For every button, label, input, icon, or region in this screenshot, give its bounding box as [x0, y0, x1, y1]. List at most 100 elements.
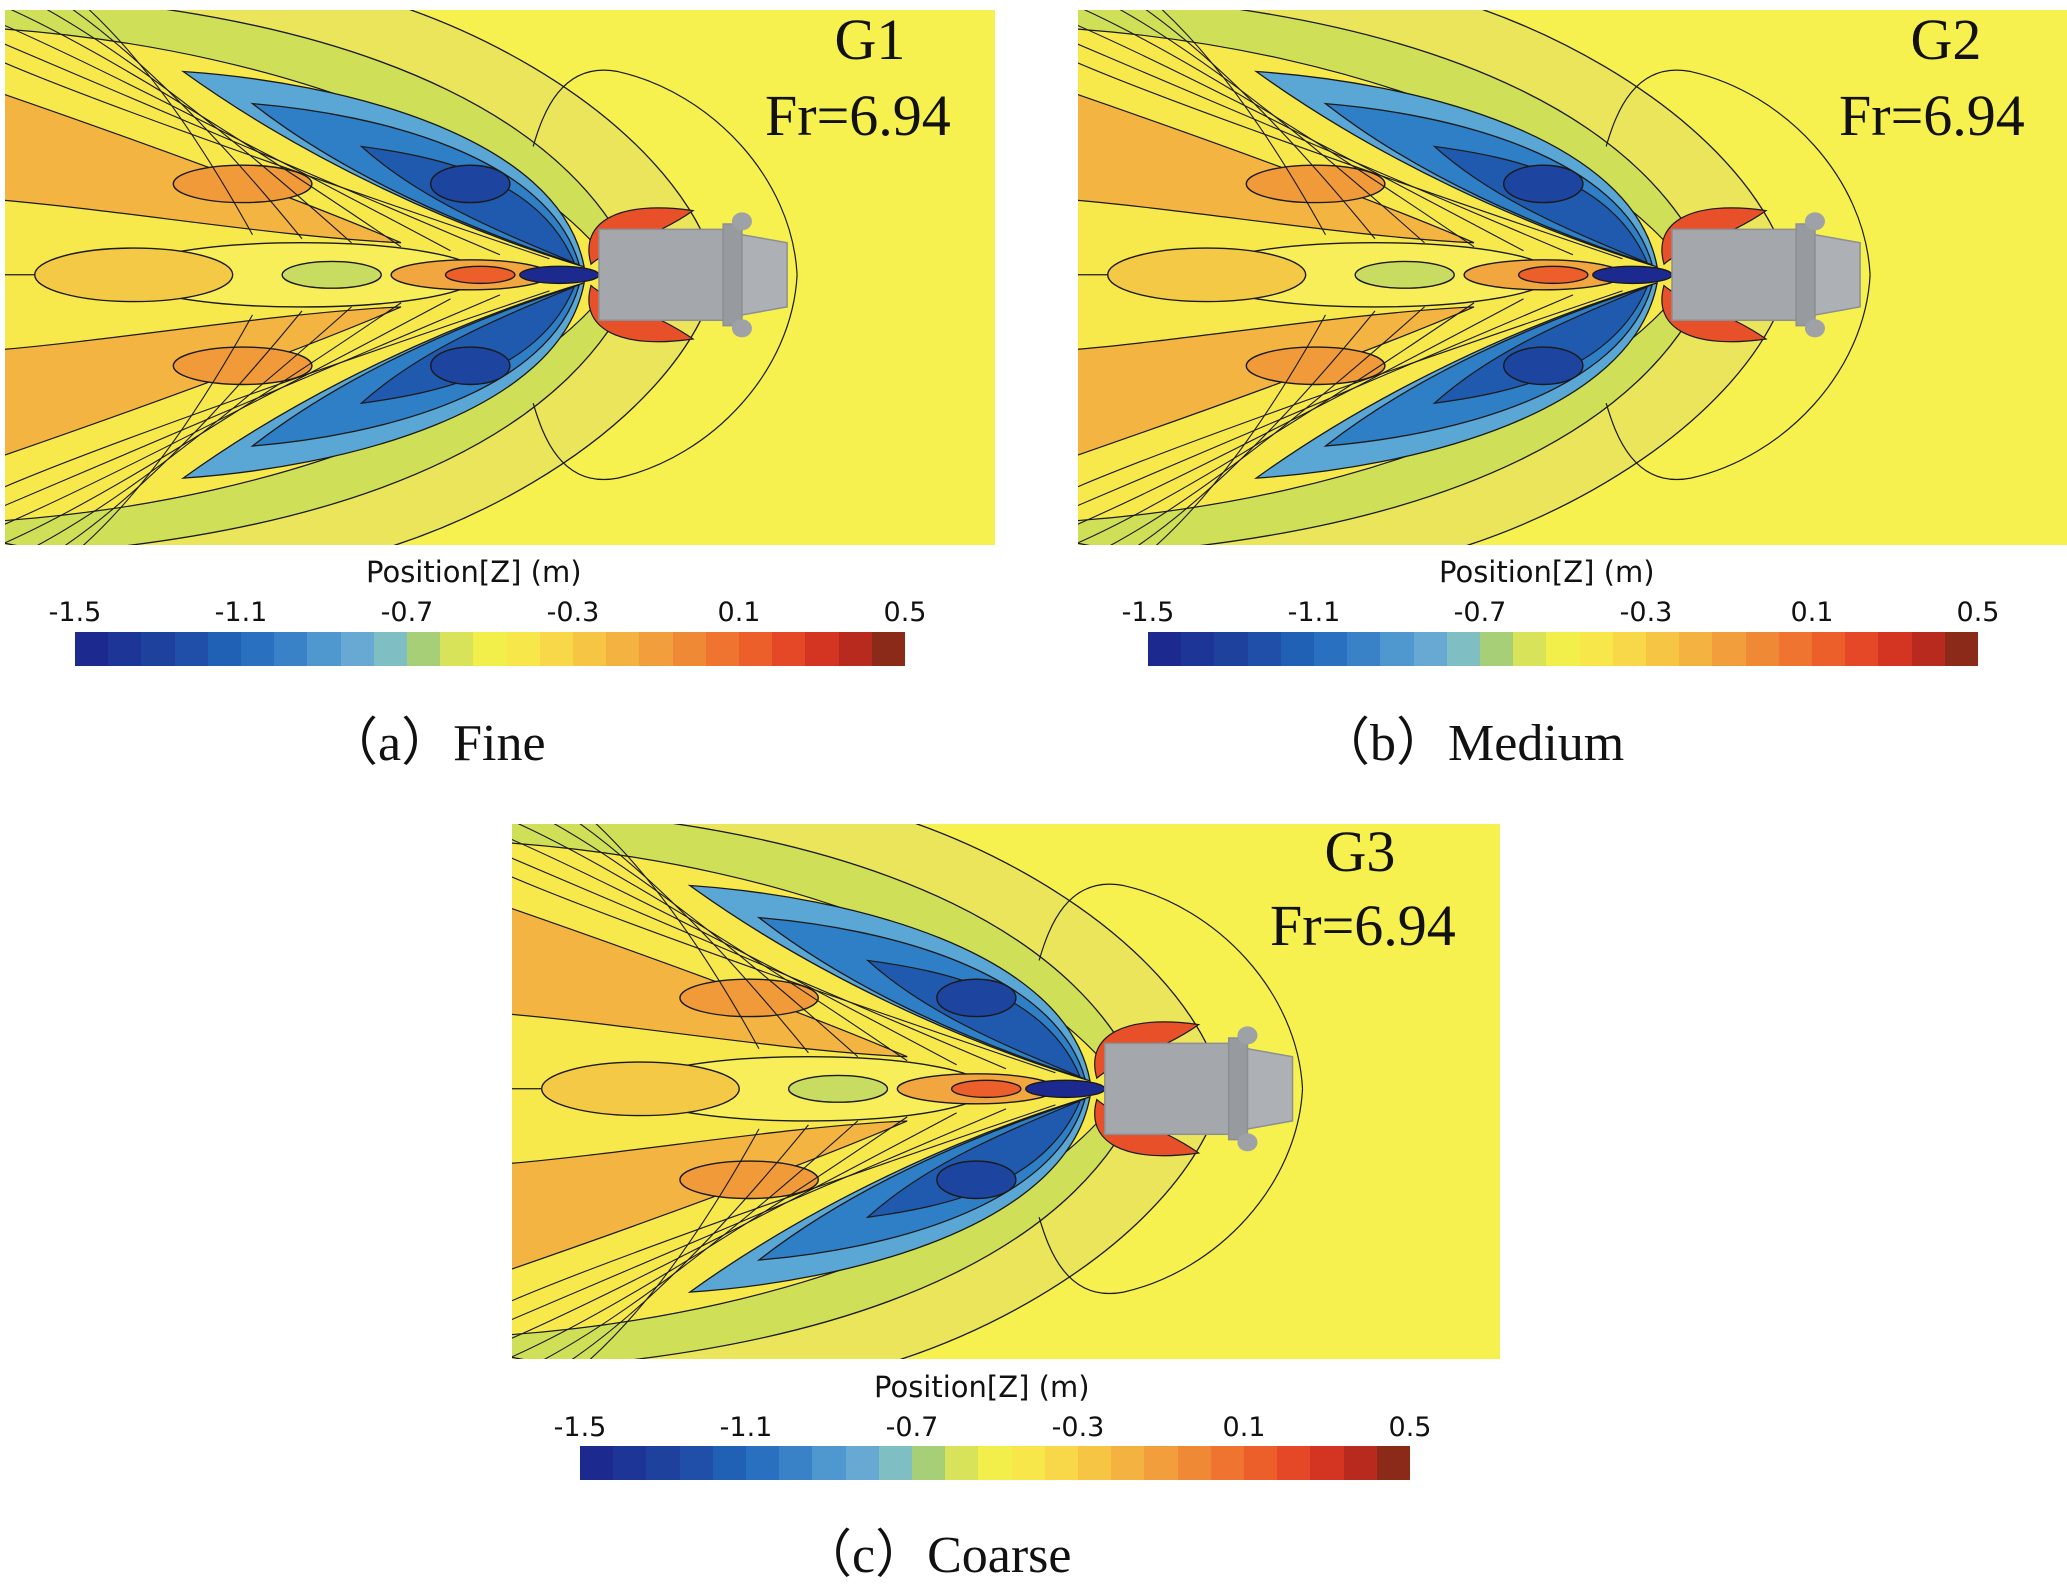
colorbar-segment — [1579, 632, 1613, 666]
centerline-contour — [540, 1061, 740, 1117]
contour-line — [512, 857, 1007, 1070]
colorbar-segment — [779, 1446, 813, 1480]
bow-wave-contour — [1605, 274, 1871, 481]
colorbar-segment — [1247, 632, 1281, 666]
colorbar-tick-label: -1.5 — [553, 1412, 607, 1443]
colorbar-segment — [1177, 1446, 1211, 1480]
centerline-contour — [281, 260, 382, 289]
colorbar-segment — [1280, 632, 1315, 666]
colorbar-segment — [712, 1446, 747, 1480]
contour-line — [1078, 298, 1524, 525]
hull-appendage — [731, 212, 752, 231]
trough-contour — [359, 145, 576, 264]
trough-contour — [1432, 145, 1649, 264]
colorbar — [1148, 632, 1979, 666]
colorbar-tick-label: -1.1 — [719, 1412, 773, 1443]
bow-wave-contour — [532, 69, 798, 275]
contour-line — [5, 43, 501, 256]
colorbar-tick-label: -1.1 — [1287, 597, 1341, 628]
colorbar-tick-label: 0.5 — [1956, 597, 2000, 628]
contour-plot — [1078, 10, 2067, 545]
colorbar-segment — [639, 632, 673, 666]
colorbar-tick-label: -1.5 — [48, 597, 102, 628]
colorbar-segment — [1546, 632, 1580, 666]
colorbar-segment — [1210, 1446, 1245, 1480]
colorbar-tick-label: -0.7 — [885, 1412, 939, 1443]
centerline-contour — [950, 1079, 1022, 1099]
centerline-contour — [1354, 260, 1455, 289]
colorbar-segment — [739, 632, 773, 666]
colorbar-segment — [1343, 1446, 1377, 1480]
colorbar-tick-label: 0.1 — [1790, 597, 1834, 628]
panel-coarse: G3 Fr=6.94 Position[Z] (m) -1.5 -1.1 -0.7 -… — [510, 821, 1510, 1586]
colorbar-segment — [838, 632, 872, 666]
colorbar-segment — [141, 632, 175, 666]
colorbar-segment — [1376, 1446, 1411, 1480]
hull — [1104, 1026, 1294, 1152]
trough-core-contour — [936, 1160, 1017, 1200]
colorbar-segment — [978, 1446, 1012, 1480]
colorbar-segment — [845, 1446, 879, 1480]
contour-line — [512, 1104, 1056, 1302]
colorbar-segment — [1078, 1446, 1112, 1480]
colorbar-segment — [878, 1446, 913, 1480]
crest-core-contour — [679, 1160, 819, 1200]
grid-label: G2 — [1910, 7, 1982, 72]
trough-core-contour — [1502, 164, 1584, 204]
colorbar-tick-label: -0.3 — [1051, 1412, 1105, 1443]
colorbar-segment — [1244, 1446, 1278, 1480]
colorbar-segment — [506, 632, 540, 666]
colorbar-segment — [912, 1446, 946, 1480]
colorbar-segment — [746, 1446, 780, 1480]
colorbar-segment — [1480, 632, 1514, 666]
trough-contour — [1432, 285, 1649, 405]
contour-line — [5, 290, 550, 488]
trough-contour — [359, 285, 576, 405]
bow-wave-contour — [1038, 883, 1304, 1089]
colorbar-segment — [207, 632, 242, 666]
hull-cabin — [1227, 1037, 1249, 1141]
colorbar-segment — [606, 632, 640, 666]
crest-core-contour — [1245, 164, 1386, 204]
colorbar-segment — [274, 632, 308, 666]
colorbar — [75, 632, 906, 666]
colorbar-segment — [1778, 632, 1813, 666]
colorbar-segment — [1646, 632, 1680, 666]
colorbar-segment — [1812, 632, 1846, 666]
contour-line — [5, 294, 501, 506]
colorbar-segment — [573, 632, 607, 666]
grid-label: G1 — [834, 7, 906, 72]
contour-line — [82, 314, 253, 545]
panel-caption: （b）Medium — [1318, 715, 1625, 772]
colorbar-segment — [1845, 632, 1879, 666]
colorbar-tick-label: 0.5 — [883, 597, 927, 628]
contour-line — [1078, 294, 1574, 506]
hull-body — [1104, 1042, 1230, 1136]
colorbar-segment — [1712, 632, 1746, 666]
contour-line — [512, 1112, 957, 1339]
bow-wave-contour — [1038, 1088, 1304, 1295]
colorbar-segment — [1679, 632, 1713, 666]
panel-medium: G2 Fr=6.94 Position[Z] (m) -1.5 -1.1 -0.7 -… — [1073, 0, 2067, 772]
panel-caption: （a）Fine — [326, 715, 546, 772]
colorbar-segment — [1214, 632, 1248, 666]
trough-core-contour — [1502, 346, 1584, 386]
crest-core-contour — [1245, 346, 1386, 386]
contour-line — [1078, 43, 1574, 256]
colorbar — [580, 1446, 1411, 1480]
colorbar-segment — [1310, 1446, 1344, 1480]
contour-plot — [512, 824, 1500, 1359]
centerline-contour — [787, 1074, 889, 1103]
contour-line — [5, 62, 550, 260]
panel-fine: G1 Fr=6.94 Position[Z] (m) -1.5 -1.1 -0.7 -… — [0, 0, 1000, 772]
contour-group — [1078, 10, 1871, 545]
trough-core-contour — [936, 978, 1017, 1018]
centerline-contour — [1517, 265, 1589, 285]
colorbar-tick-label: 0.1 — [1222, 1412, 1266, 1443]
colorbar-tick-label: -1.5 — [1121, 597, 1175, 628]
colorbar-segment — [174, 632, 208, 666]
colorbar-segment — [373, 632, 408, 666]
hull-body — [1671, 228, 1797, 322]
colorbar-segment — [580, 1446, 614, 1480]
colorbar-segment — [871, 632, 906, 666]
